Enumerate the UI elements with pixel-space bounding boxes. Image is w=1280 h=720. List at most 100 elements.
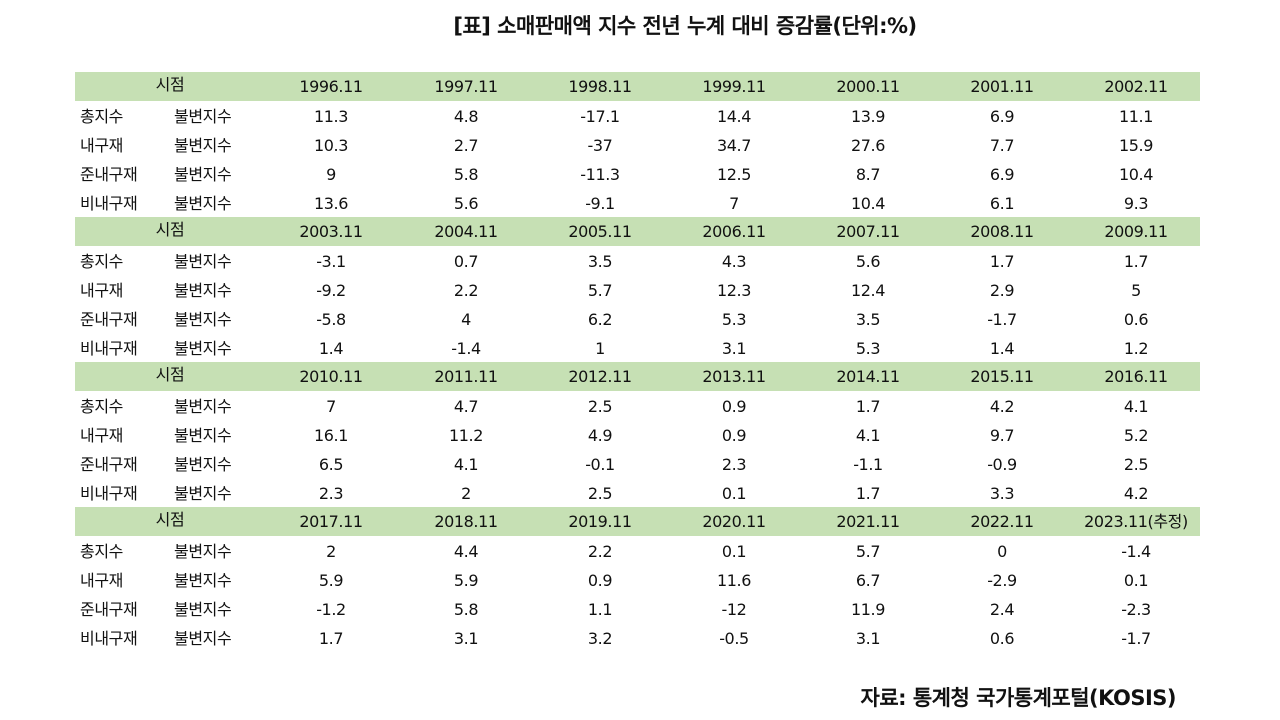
section-header-row: 시점 2017.11 2018.11 2019.11 2020.11 2021.… (75, 507, 1200, 536)
value-cell: 2.2 (453, 281, 479, 300)
value-cell: 8.7 (855, 165, 881, 184)
value-cell: 1.7 (1123, 252, 1149, 271)
period-header: 1997.11 (434, 77, 498, 96)
value-cell: 11.3 (313, 107, 349, 126)
section-header-row: 시점 2010.11 2011.11 2012.11 2013.11 2014.… (75, 362, 1200, 391)
value-cell: 0.1 (721, 484, 747, 503)
value-cell: 6.9 (989, 107, 1015, 126)
value-cell: -1.7 (987, 310, 1017, 329)
value-cell: 0 (997, 542, 1007, 561)
table-row: 총지수 불변지수 2 4.4 2.2 0.1 5.7 0 -1.4 (75, 536, 1200, 565)
value-cell: 2.4 (989, 600, 1015, 619)
row-type-label: 불변지수 (174, 600, 232, 619)
value-cell: 15.9 (1118, 136, 1154, 155)
row-group-label: 비내구재 (80, 339, 138, 358)
period-header-label: 시점 (155, 365, 185, 384)
value-cell: -2.9 (987, 571, 1017, 590)
value-cell: 0.6 (989, 629, 1015, 648)
table-row: 비내구재 불변지수 1.7 3.1 3.2 -0.5 3.1 0.6 -1.7 (75, 623, 1200, 652)
value-cell: -1.2 (316, 600, 346, 619)
value-cell: 6.2 (587, 310, 613, 329)
value-cell: 2.2 (587, 542, 613, 561)
table-row: 내구재 불변지수 10.3 2.7 -37 34.7 27.6 7.7 15.9 (75, 130, 1200, 159)
value-cell: 6.7 (855, 571, 881, 590)
value-cell: -1.4 (451, 339, 481, 358)
row-group-label: 내구재 (80, 426, 123, 445)
value-cell: -9.2 (316, 281, 346, 300)
value-cell: -0.5 (719, 629, 749, 648)
row-group-label: 총지수 (80, 107, 123, 126)
value-cell: 2.3 (721, 455, 747, 474)
value-cell: 14.4 (716, 107, 752, 126)
row-type-label: 불변지수 (174, 339, 232, 358)
value-cell: 2.5 (1123, 455, 1149, 474)
value-cell: 9.3 (1123, 194, 1149, 213)
row-group-label: 내구재 (80, 571, 123, 590)
value-cell: 5.9 (453, 571, 479, 590)
table-row: 비내구재 불변지수 13.6 5.6 -9.1 7 10.4 6.1 9.3 (75, 188, 1200, 217)
row-type-label: 불변지수 (174, 571, 232, 590)
period-header: 2006.11 (702, 222, 766, 241)
period-header: 2002.11 (1104, 77, 1168, 96)
value-cell: -37 (587, 136, 613, 155)
value-cell: 10.3 (313, 136, 349, 155)
row-group-label: 준내구재 (80, 165, 138, 184)
value-cell: 5.8 (453, 165, 479, 184)
row-type-label: 불변지수 (174, 426, 232, 445)
value-cell: 3.2 (587, 629, 613, 648)
row-group-label: 총지수 (80, 397, 123, 416)
row-group-label: 비내구재 (80, 194, 138, 213)
value-cell: -1.7 (1121, 629, 1151, 648)
value-cell: 12.5 (716, 165, 752, 184)
row-type-label: 불변지수 (174, 484, 232, 503)
value-cell: 34.7 (716, 136, 752, 155)
period-header: 2009.11 (1104, 222, 1168, 241)
row-type-label: 불변지수 (174, 107, 232, 126)
table-row: 비내구재 불변지수 2.3 2 2.5 0.1 1.7 3.3 4.2 (75, 478, 1200, 507)
value-cell: 1.2 (1123, 339, 1149, 358)
value-cell: -1.1 (853, 455, 883, 474)
value-cell: 9.7 (989, 426, 1015, 445)
value-cell: 0.1 (721, 542, 747, 561)
period-header: 2016.11 (1104, 367, 1168, 386)
row-type-label: 불변지수 (174, 397, 232, 416)
period-header: 2003.11 (299, 222, 363, 241)
row-type-label: 불변지수 (174, 310, 232, 329)
row-group-label: 준내구재 (80, 310, 138, 329)
row-group-label: 내구재 (80, 281, 123, 300)
value-cell: 0.9 (721, 426, 747, 445)
value-cell: 7.7 (989, 136, 1015, 155)
period-header: 2014.11 (836, 367, 900, 386)
value-cell: 1.4 (318, 339, 344, 358)
period-header: 1998.11 (568, 77, 632, 96)
value-cell: 3.1 (855, 629, 881, 648)
value-cell: 11.9 (850, 600, 886, 619)
value-cell: 2.7 (453, 136, 479, 155)
value-cell: 5 (1131, 281, 1141, 300)
table-row: 총지수 불변지수 -3.1 0.7 3.5 4.3 5.6 1.7 1.7 (75, 246, 1200, 275)
value-cell: 5.2 (1123, 426, 1149, 445)
value-cell: 3.1 (453, 629, 479, 648)
value-cell: 0.6 (1123, 310, 1149, 329)
table-row: 준내구재 불변지수 -1.2 5.8 1.1 -12 11.9 2.4 -2.3 (75, 594, 1200, 623)
row-group-label: 준내구재 (80, 455, 138, 474)
value-cell: 1 (595, 339, 605, 358)
value-cell: -11.3 (580, 165, 620, 184)
value-cell: 1.7 (989, 252, 1015, 271)
period-header: 2023.11(추정) (1084, 512, 1188, 531)
value-cell: 4.1 (1123, 397, 1149, 416)
value-cell: -0.1 (585, 455, 615, 474)
period-header-label: 시점 (155, 220, 185, 239)
row-group-label: 비내구재 (80, 484, 138, 503)
value-cell: 0.9 (721, 397, 747, 416)
value-cell: 5.9 (318, 571, 344, 590)
row-type-label: 불변지수 (174, 281, 232, 300)
period-header: 1996.11 (299, 77, 363, 96)
value-cell: 2.5 (587, 397, 613, 416)
value-cell: 9 (326, 165, 336, 184)
value-cell: -17.1 (580, 107, 620, 126)
period-header: 2005.11 (568, 222, 632, 241)
value-cell: 2.3 (318, 484, 344, 503)
value-cell: -0.9 (987, 455, 1017, 474)
value-cell: 6.5 (318, 455, 344, 474)
